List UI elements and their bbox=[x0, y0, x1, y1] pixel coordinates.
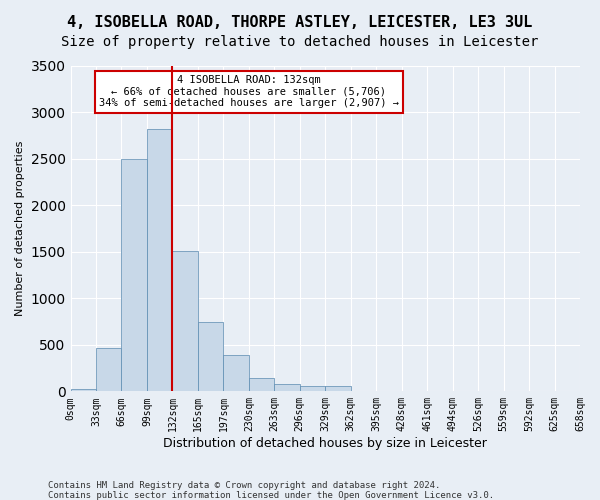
Bar bbox=[249, 378, 274, 392]
Text: Contains public sector information licensed under the Open Government Licence v3: Contains public sector information licen… bbox=[48, 491, 494, 500]
Bar bbox=[96, 348, 121, 392]
X-axis label: Distribution of detached houses by size in Leicester: Distribution of detached houses by size … bbox=[163, 437, 487, 450]
Bar bbox=[325, 386, 351, 392]
Bar bbox=[274, 384, 300, 392]
Bar bbox=[71, 388, 96, 392]
Bar bbox=[300, 386, 325, 392]
Text: Contains HM Land Registry data © Crown copyright and database right 2024.: Contains HM Land Registry data © Crown c… bbox=[48, 481, 440, 490]
Text: Size of property relative to detached houses in Leicester: Size of property relative to detached ho… bbox=[61, 35, 539, 49]
Bar bbox=[198, 322, 223, 392]
Bar bbox=[147, 129, 172, 392]
Text: 4, ISOBELLA ROAD, THORPE ASTLEY, LEICESTER, LE3 3UL: 4, ISOBELLA ROAD, THORPE ASTLEY, LEICEST… bbox=[67, 15, 533, 30]
Bar bbox=[121, 158, 147, 392]
Bar bbox=[172, 251, 198, 392]
Bar bbox=[223, 355, 249, 392]
Y-axis label: Number of detached properties: Number of detached properties bbox=[15, 140, 25, 316]
Text: 4 ISOBELLA ROAD: 132sqm
← 66% of detached houses are smaller (5,706)
34% of semi: 4 ISOBELLA ROAD: 132sqm ← 66% of detache… bbox=[99, 76, 399, 108]
